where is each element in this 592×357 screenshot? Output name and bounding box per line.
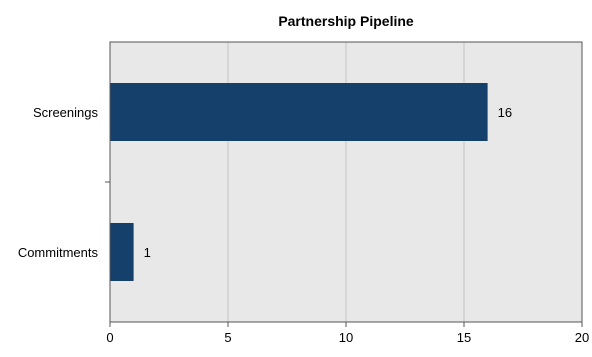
x-tick-label: 10	[339, 330, 353, 345]
data-labels: 16 1	[144, 105, 512, 260]
y-tick-label: Commitments	[18, 245, 99, 260]
x-tick-label: 0	[106, 330, 113, 345]
x-tick-label: 20	[575, 330, 589, 345]
bar-screenings	[110, 83, 488, 141]
bars	[110, 83, 488, 281]
x-tick-label: 5	[224, 330, 231, 345]
y-axis: Screenings Commitments	[18, 105, 110, 260]
x-axis: 0 5 10 15 20	[106, 322, 589, 345]
x-tick-label: 15	[457, 330, 471, 345]
data-label: 1	[144, 245, 151, 260]
y-tick-label: Screenings	[33, 105, 99, 120]
data-label: 16	[498, 105, 512, 120]
bar-commitments	[110, 223, 134, 281]
chart-title: Partnership Pipeline	[278, 13, 414, 29]
